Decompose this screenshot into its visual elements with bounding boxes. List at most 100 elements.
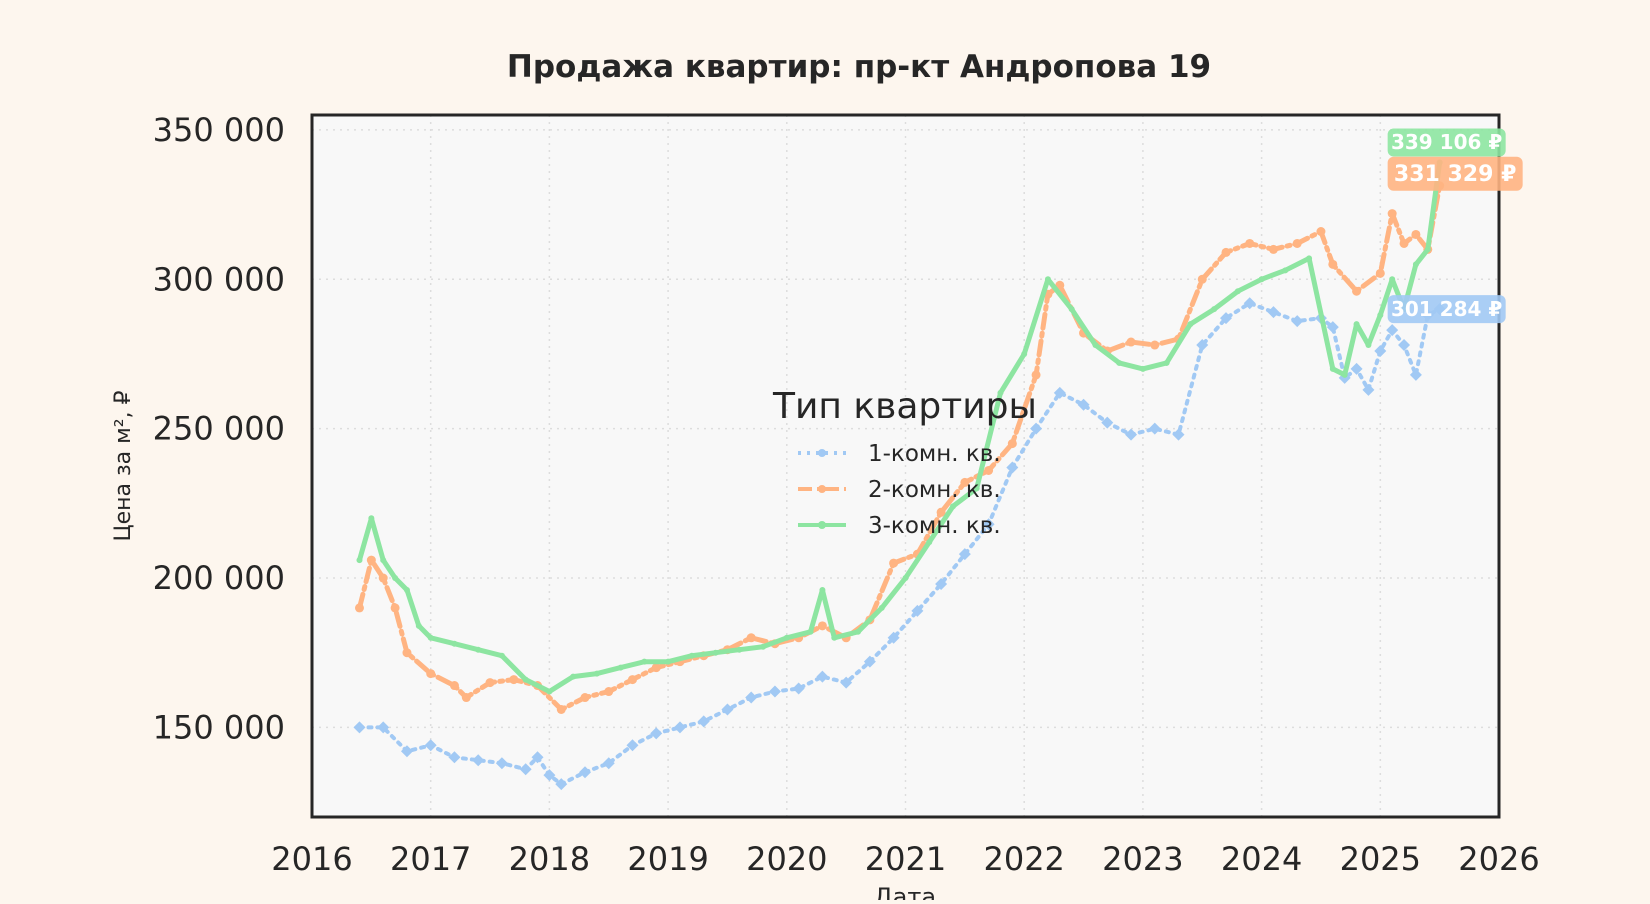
data-point [760, 643, 767, 650]
data-point [461, 693, 471, 703]
x-tick-label: 2016 [271, 840, 352, 878]
data-point [522, 676, 529, 683]
data-point [651, 663, 661, 673]
end-label-text: 301 284 ₽ [1391, 297, 1502, 321]
data-point [1389, 276, 1396, 283]
data-point [1243, 297, 1256, 310]
data-point [1412, 261, 1419, 268]
data-point [1267, 306, 1280, 319]
data-point [1211, 306, 1218, 313]
data-point [746, 633, 756, 643]
data-point [448, 751, 461, 764]
x-tick-label: 2019 [627, 840, 708, 878]
y-tick-label: 150 000 [153, 708, 285, 746]
y-tick-label: 350 000 [153, 111, 285, 149]
data-point [949, 503, 956, 510]
data-point [519, 763, 532, 776]
data-point [712, 649, 719, 656]
legend-label: 2-комн. кв. [868, 477, 1001, 503]
series-1 [353, 297, 1446, 791]
legend-label: 3-комн. кв. [868, 513, 1001, 539]
data-point [817, 621, 827, 631]
data-point [840, 676, 853, 689]
data-point [1377, 312, 1384, 319]
data-point [593, 670, 600, 677]
plot-frame [310, 113, 1501, 819]
data-point [1328, 259, 1338, 269]
data-point [665, 658, 672, 665]
y-axis-ticks: 150 000 200 000 250 000 300 000 350 000 [153, 111, 285, 746]
x-tick-label: 2022 [983, 840, 1064, 878]
data-point [368, 515, 375, 522]
data-point [353, 721, 366, 734]
data-point [816, 670, 829, 683]
data-point [721, 703, 734, 716]
data-point [997, 389, 1004, 396]
data-point [426, 669, 436, 679]
x-axis-ticks: 2016 2017 2018 2019 2020 2021 2022 2023 2024 2025… [271, 840, 1539, 878]
data-point [449, 681, 459, 691]
data-point [911, 604, 924, 617]
data-point [1163, 359, 1170, 366]
data-point [1234, 288, 1241, 295]
data-point [887, 631, 900, 644]
data-point [1291, 315, 1304, 328]
legend-swatch-marker [818, 521, 826, 529]
data-point [531, 751, 544, 764]
data-point [1126, 337, 1136, 347]
data-point [1187, 321, 1194, 328]
data-point [1387, 209, 1397, 219]
data-point [982, 518, 995, 531]
data-point [402, 648, 412, 658]
data-point [1375, 268, 1385, 278]
data-point [604, 687, 614, 697]
x-axis-label: Дата [874, 883, 936, 900]
data-point [1148, 422, 1161, 435]
end-label-box [1387, 156, 1523, 191]
data-point [863, 655, 876, 668]
data-point [1329, 365, 1336, 372]
data-point [1350, 362, 1363, 375]
x-tick-label: 2025 [1340, 840, 1421, 878]
data-point [889, 558, 899, 568]
data-point [1092, 342, 1099, 349]
data-point [424, 739, 437, 752]
data-point [1386, 324, 1399, 337]
legend: Тип квартиры 1-комн. кв. 2-комн. кв. 3-ком… [772, 386, 1037, 539]
data-point [926, 539, 933, 546]
data-point [354, 603, 364, 613]
data-point [1398, 339, 1411, 352]
data-point [390, 603, 400, 613]
data-point [1374, 344, 1387, 357]
legend-label: 1-комн. кв. [868, 441, 1001, 467]
series-end-labels: 301 284 ₽ 331 329 ₽ 339 106 ₽ [1387, 128, 1523, 324]
data-point [1282, 267, 1289, 274]
data-point [984, 465, 994, 475]
data-point [427, 634, 434, 641]
data-point [973, 485, 980, 492]
x-tick-label: 2024 [1221, 840, 1302, 878]
data-point [1077, 398, 1090, 411]
data-point [1172, 428, 1185, 441]
data-point [555, 778, 568, 791]
data-point [697, 715, 710, 728]
data-point [556, 704, 566, 714]
data-point [580, 693, 590, 703]
data-point [356, 557, 363, 564]
data-point [495, 757, 508, 770]
y-tick-label: 300 000 [153, 260, 285, 298]
data-point [1411, 229, 1421, 239]
data-point [855, 628, 862, 635]
data-point [378, 573, 388, 583]
data-point [1031, 370, 1041, 380]
data-point [546, 688, 553, 695]
end-label-text: 339 106 ₽ [1391, 130, 1502, 154]
data-point [626, 739, 639, 752]
data-point [1306, 255, 1313, 262]
data-point [1030, 422, 1043, 435]
data-point [1053, 386, 1066, 399]
data-point [936, 507, 946, 517]
data-point [807, 628, 814, 635]
